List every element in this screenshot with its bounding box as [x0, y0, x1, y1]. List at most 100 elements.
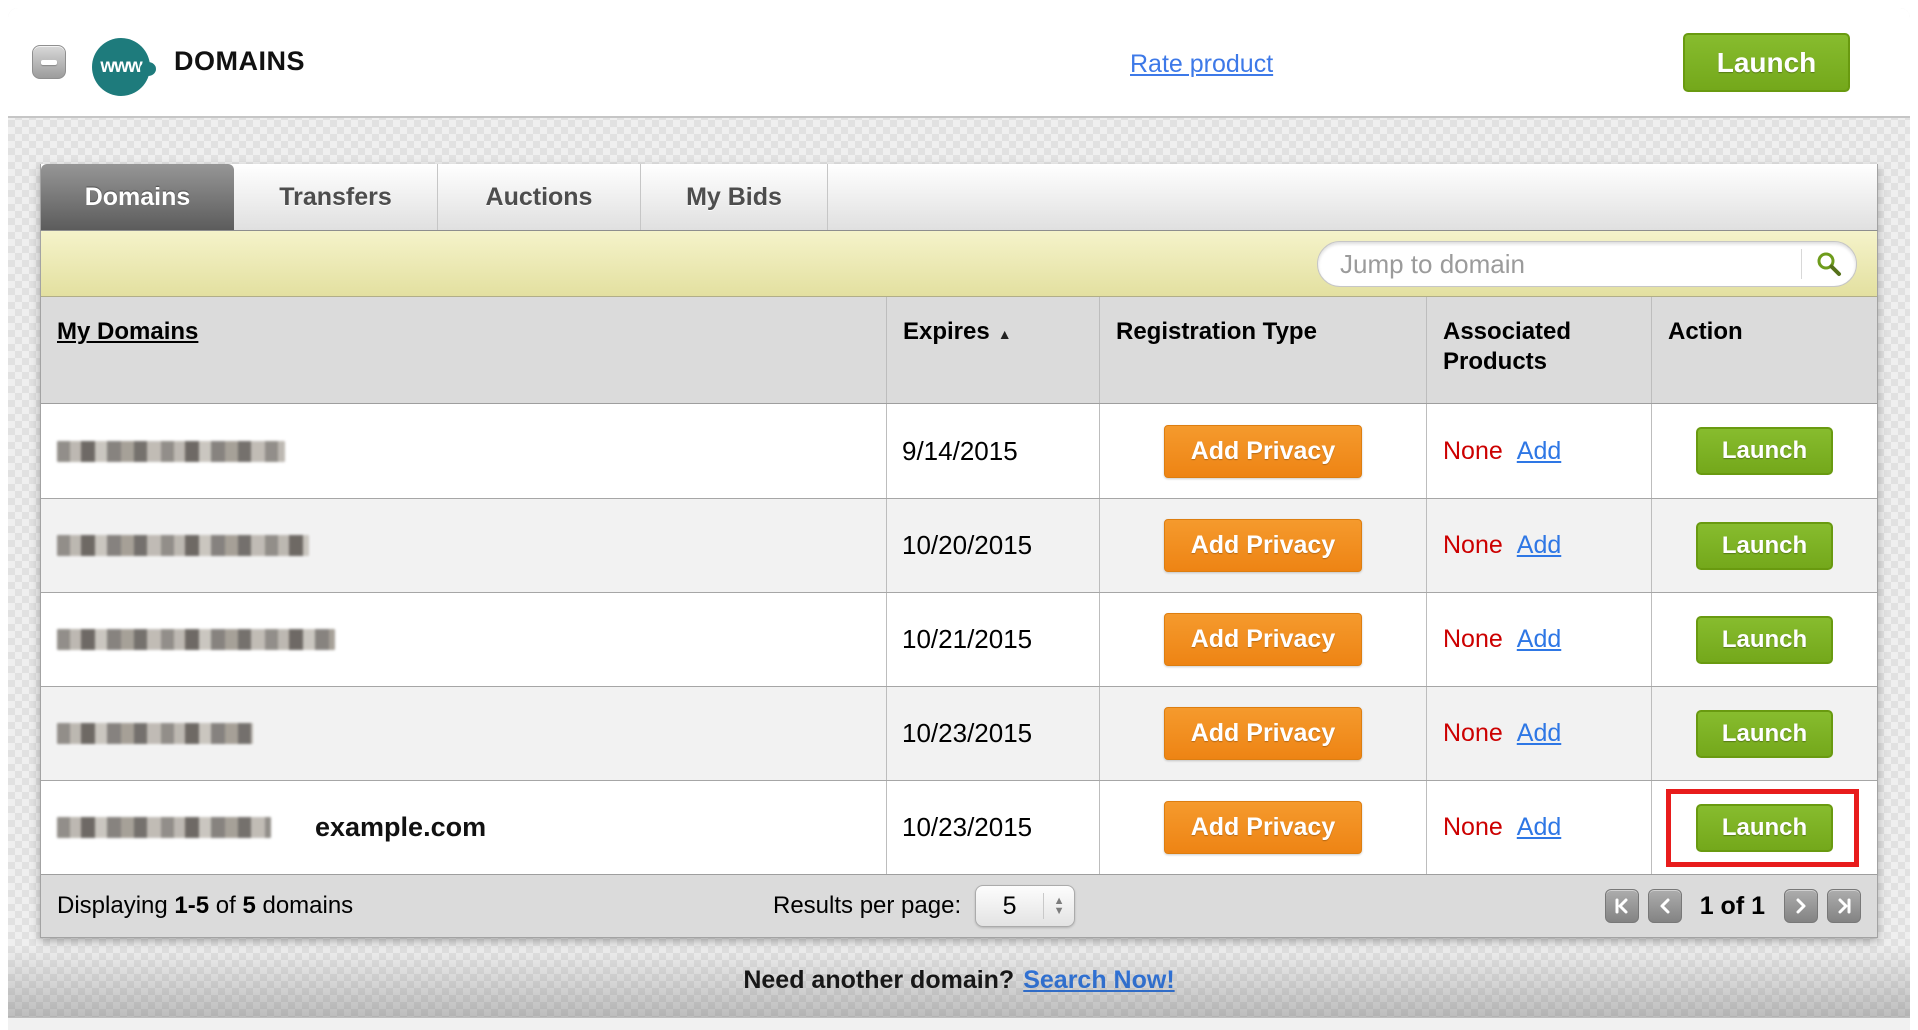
sort-ascending-icon: ▲	[997, 326, 1012, 342]
domains-panel: Domains Transfers Auctions My Bids My Do…	[40, 164, 1878, 938]
column-header-my-domains[interactable]: My Domains	[41, 297, 886, 403]
domain-annotation: example.com	[315, 812, 487, 842]
search-divider	[1801, 249, 1802, 279]
launch-button[interactable]: Launch	[1695, 427, 1834, 475]
add-link[interactable]: Add	[1516, 625, 1562, 653]
table-row: example.com 10/23/2015 Add Privacy None …	[41, 780, 1877, 874]
table-row: 10/23/2015 Add Privacy None Add Launch	[41, 686, 1877, 780]
registration-cell: Add Privacy	[1099, 404, 1426, 498]
action-cell: Launch	[1651, 593, 1877, 686]
expires-cell: 10/21/2015	[886, 593, 1099, 686]
magnifier-icon	[1817, 252, 1841, 276]
associated-cell: None Add	[1426, 404, 1651, 498]
jump-to-domain-box	[1317, 241, 1857, 287]
add-privacy-button[interactable]: Add Privacy	[1163, 707, 1363, 760]
last-page-icon	[1838, 898, 1851, 914]
last-page-button[interactable]	[1827, 889, 1861, 923]
redacted-domain	[57, 535, 309, 556]
redacted-domain	[57, 817, 271, 838]
add-link[interactable]: Add	[1516, 719, 1562, 747]
next-page-button[interactable]	[1784, 889, 1818, 923]
registration-cell: Add Privacy	[1099, 781, 1426, 874]
associated-cell: None Add	[1426, 593, 1651, 686]
associated-cell: None Add	[1426, 781, 1651, 874]
column-header-registration-type: Registration Type	[1099, 297, 1426, 403]
page-title: DOMAINS	[174, 46, 305, 76]
displaying-status: Displaying 1-5 of 5 domains	[57, 892, 353, 920]
expires-value: 10/23/2015	[902, 718, 1033, 748]
associated-none-label: None	[1443, 531, 1503, 559]
launch-button[interactable]: Launch	[1695, 521, 1834, 570]
domain-cell	[41, 593, 886, 686]
displaying-of: of	[215, 892, 236, 919]
launch-button[interactable]: Launch	[1695, 803, 1834, 852]
registration-cell: Add Privacy	[1099, 499, 1426, 592]
need-domain-prompt: Need another domain? Search Now!	[40, 966, 1878, 995]
associated-cell: None Add	[1426, 687, 1651, 780]
associated-none-label: None	[1443, 813, 1503, 841]
add-privacy-button[interactable]: Add Privacy	[1163, 424, 1363, 478]
tab-transfers[interactable]: Transfers	[234, 164, 438, 230]
tab-my-bids[interactable]: My Bids	[641, 164, 828, 230]
rate-product-link[interactable]: Rate product	[1130, 50, 1274, 78]
results-per-page-group: Results per page: 5 ▲ ▼	[773, 885, 1076, 927]
app-window: www DOMAINS Rate product Launch Domains …	[8, 8, 1910, 1030]
action-cell: Launch	[1651, 687, 1877, 780]
expires-label[interactable]: Expires	[903, 318, 990, 345]
associated-none-label: None	[1443, 436, 1503, 465]
expires-value: 10/20/2015	[902, 530, 1033, 560]
redacted-domain	[57, 440, 285, 462]
domain-cell	[41, 687, 886, 780]
results-per-page-label: Results per page:	[773, 892, 962, 919]
table-row: 10/21/2015 Add Privacy None Add Launch	[41, 592, 1877, 686]
column-header-expires[interactable]: Expires ▲	[886, 297, 1099, 403]
add-link[interactable]: Add	[1516, 436, 1562, 465]
add-privacy-button[interactable]: Add Privacy	[1163, 801, 1363, 854]
action-cell: Launch	[1651, 781, 1877, 874]
minus-icon	[41, 60, 57, 65]
search-now-link[interactable]: Search Now!	[1023, 966, 1175, 994]
my-domains-label[interactable]: My Domains	[57, 318, 199, 345]
domains-product-icon: www	[92, 38, 156, 96]
associated-none-label: None	[1443, 625, 1503, 653]
table-footer: Displaying 1-5 of 5 domains Results per …	[41, 874, 1877, 937]
registration-cell: Add Privacy	[1099, 593, 1426, 686]
results-per-page-select[interactable]: 5 ▲ ▼	[975, 885, 1076, 927]
table-body: 9/14/2015 Add Privacy None Add Launch	[41, 404, 1877, 874]
jump-to-domain-input[interactable]	[1318, 242, 1801, 286]
search-button[interactable]	[1802, 242, 1856, 286]
page-indicator: 1 of 1	[1699, 891, 1765, 920]
tab-domains[interactable]: Domains	[41, 164, 234, 230]
associated-none-label: None	[1443, 719, 1503, 747]
select-stepper-icon: ▲ ▼	[1053, 895, 1065, 917]
domain-cell: example.com	[41, 781, 886, 874]
collapse-button[interactable]	[32, 45, 66, 79]
masthead-launch-button[interactable]: Launch	[1683, 33, 1850, 92]
action-cell: Launch	[1651, 404, 1877, 498]
launch-button[interactable]: Launch	[1695, 709, 1834, 758]
action-cell: Launch	[1651, 499, 1877, 592]
table-row: 10/20/2015 Add Privacy None Add Launch	[41, 498, 1877, 592]
add-link[interactable]: Add	[1516, 531, 1562, 559]
add-privacy-button[interactable]: Add Privacy	[1163, 613, 1363, 666]
add-privacy-button[interactable]: Add Privacy	[1163, 519, 1363, 572]
tab-auctions[interactable]: Auctions	[438, 164, 641, 230]
add-link[interactable]: Add	[1516, 813, 1562, 841]
table-header-row: My Domains Expires ▲ Registration Type As…	[41, 297, 1877, 404]
domain-cell	[41, 499, 886, 592]
displaying-domains: domains	[262, 892, 354, 919]
previous-page-button[interactable]	[1647, 889, 1682, 923]
registration-cell: Add Privacy	[1099, 687, 1426, 780]
displaying-range: 1-5	[174, 892, 210, 919]
next-page-icon	[1796, 898, 1806, 914]
displaying-label: Displaying	[57, 892, 168, 919]
launch-button[interactable]: Launch	[1695, 615, 1834, 664]
bottom-chrome-bar	[8, 1017, 1910, 1030]
first-page-button[interactable]	[1604, 889, 1639, 923]
expires-value: 10/23/2015	[902, 812, 1033, 842]
expires-cell: 10/20/2015	[886, 499, 1099, 592]
select-divider	[1043, 893, 1045, 919]
redacted-domain	[57, 723, 253, 744]
previous-page-icon	[1660, 898, 1670, 914]
masthead: www DOMAINS Rate product Launch	[8, 8, 1910, 118]
